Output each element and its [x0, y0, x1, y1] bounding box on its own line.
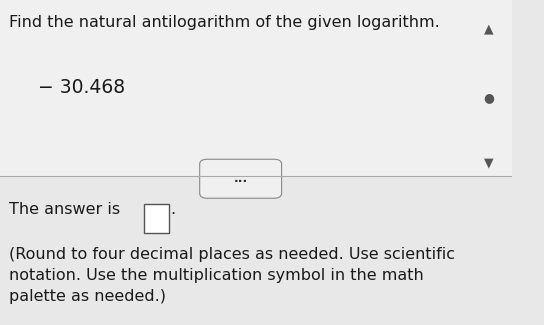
FancyBboxPatch shape — [0, 176, 512, 325]
Text: ▲: ▲ — [484, 23, 494, 36]
Text: ...: ... — [233, 172, 248, 185]
FancyBboxPatch shape — [200, 159, 282, 198]
FancyBboxPatch shape — [0, 0, 512, 176]
Text: − 30.468: − 30.468 — [39, 78, 126, 97]
Text: ▼: ▼ — [484, 156, 494, 169]
Text: (Round to four decimal places as needed. Use scientific
notation. Use the multip: (Round to four decimal places as needed.… — [9, 247, 455, 304]
Text: ●: ● — [484, 91, 494, 104]
Text: Find the natural antilogarithm of the given logarithm.: Find the natural antilogarithm of the gi… — [9, 15, 440, 30]
FancyBboxPatch shape — [144, 204, 169, 233]
Text: .: . — [170, 202, 176, 216]
Text: The answer is: The answer is — [9, 202, 126, 216]
